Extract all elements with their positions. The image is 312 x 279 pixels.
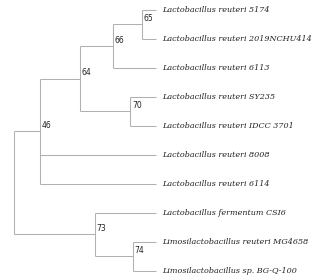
Text: 66: 66	[115, 36, 124, 45]
Text: Lactobacillus reuteri IDCC 3701: Lactobacillus reuteri IDCC 3701	[162, 122, 294, 130]
Text: Lactobacillus reuteri 2019NCHU414: Lactobacillus reuteri 2019NCHU414	[162, 35, 312, 43]
Text: 73: 73	[97, 224, 106, 233]
Text: Lactobacillus reuteri 6114: Lactobacillus reuteri 6114	[162, 180, 270, 188]
Text: 64: 64	[81, 68, 91, 77]
Text: 74: 74	[134, 246, 144, 255]
Text: Lactobacillus reuteri 6113: Lactobacillus reuteri 6113	[162, 64, 270, 72]
Text: Limosilactobacillus reuteri MG4658: Limosilactobacillus reuteri MG4658	[162, 238, 309, 246]
Text: Lactobacillus fermentum CSI6: Lactobacillus fermentum CSI6	[162, 209, 286, 217]
Text: 70: 70	[132, 101, 142, 110]
Text: 65: 65	[144, 14, 153, 23]
Text: Lactobacillus reuteri 8008: Lactobacillus reuteri 8008	[162, 151, 270, 159]
Text: Lactobacillus reuteri 5174: Lactobacillus reuteri 5174	[162, 6, 270, 14]
Text: 46: 46	[41, 121, 51, 130]
Text: Limosilactobacillus sp. BG-Q-100: Limosilactobacillus sp. BG-Q-100	[162, 267, 297, 275]
Text: Lactobacillus reuteri SY235: Lactobacillus reuteri SY235	[162, 93, 275, 101]
